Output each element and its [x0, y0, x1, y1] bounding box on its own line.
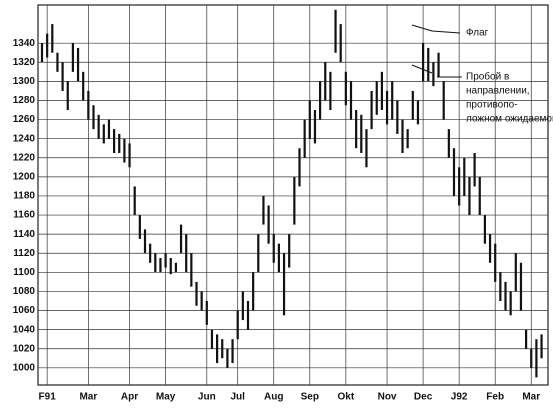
x-tick-label: Mar: [522, 392, 540, 403]
annotation-arrows: [411, 24, 462, 78]
flag-pointer: [431, 30, 461, 34]
x-tick-label: Okt: [338, 392, 355, 403]
x-tick-label: Jun: [198, 392, 216, 403]
x-tick-label: Dec: [414, 392, 433, 403]
annotation: направлении,: [466, 86, 530, 97]
y-tick-label: 1340: [13, 38, 36, 49]
x-tick-label: Feb: [486, 392, 504, 403]
x-tick-label: Nov: [378, 392, 397, 403]
x-tick-label: Aug: [264, 392, 283, 403]
y-tick-label: 1220: [13, 152, 36, 163]
x-tick-label: May: [156, 392, 176, 403]
y-tick-label: 1060: [13, 305, 36, 316]
annotation: ложном ожидаемому: [466, 114, 553, 125]
y-tick-label: 1160: [13, 210, 35, 221]
y-tick-label: 1100: [13, 267, 35, 278]
y-tick-label: 1140: [13, 229, 35, 240]
y-tick-label: 1260: [13, 114, 36, 125]
x-tick-label: Mar: [79, 392, 97, 403]
flag-pointer: [411, 24, 433, 32]
x-tick-label: Sep: [301, 392, 319, 403]
x-tick-label: J92: [451, 392, 468, 403]
annotation: противопо-: [466, 100, 518, 111]
y-tick-label: 1180: [13, 191, 35, 202]
y-tick-label: 1280: [13, 95, 36, 106]
x-tick-label: F91: [39, 392, 57, 403]
y-tick-label: 1320: [13, 57, 36, 68]
y-tick-label: 1040: [13, 324, 36, 335]
y-tick-label: 1200: [13, 171, 36, 182]
y-tick-label: 1120: [13, 248, 35, 259]
y-tick-label: 1020: [13, 343, 36, 354]
y-tick-label: 1300: [13, 76, 36, 87]
x-tick-label: Jul: [230, 392, 245, 403]
annotation: Флаг: [466, 28, 489, 39]
plot-frame: [37, 4, 549, 386]
annotation: Пробой в: [466, 71, 509, 83]
y-tick-label: 1240: [13, 133, 36, 144]
y-tick-label: 1080: [13, 286, 36, 297]
y-tick-label: 1000: [13, 362, 36, 373]
x-tick-label: Apr: [121, 392, 138, 403]
